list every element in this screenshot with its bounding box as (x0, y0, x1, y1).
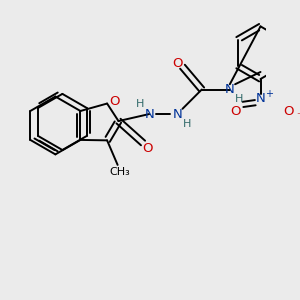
Text: O: O (230, 105, 240, 118)
Text: O: O (109, 95, 119, 108)
Text: ⁻: ⁻ (296, 111, 300, 121)
Text: H: H (136, 99, 145, 110)
Text: +: + (265, 89, 273, 99)
Text: O: O (283, 105, 294, 118)
Text: CH₃: CH₃ (110, 167, 130, 177)
Text: O: O (172, 57, 182, 70)
Text: N: N (144, 108, 154, 121)
Text: H: H (183, 119, 191, 129)
Text: H: H (235, 94, 244, 104)
Text: O: O (142, 142, 153, 155)
Text: N: N (172, 108, 182, 121)
Text: N: N (256, 92, 266, 105)
Text: N: N (225, 83, 235, 96)
